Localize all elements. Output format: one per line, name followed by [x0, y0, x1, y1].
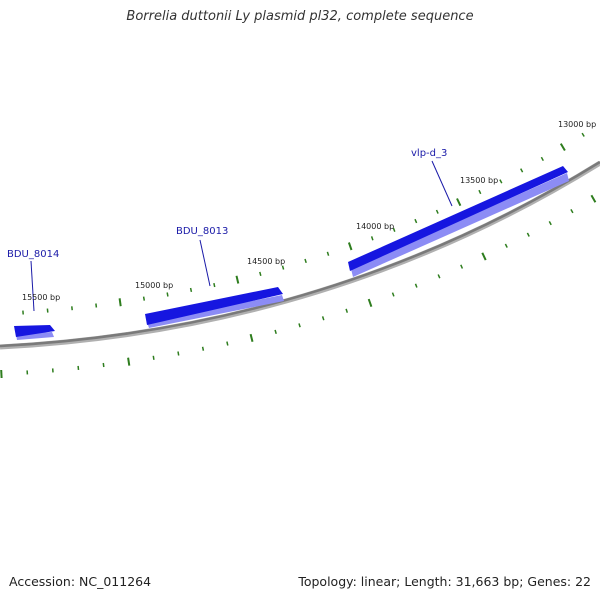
- inner-tick-mark: [102, 362, 105, 368]
- label-line-bdu-8014: [30, 260, 35, 312]
- inner-tick-mark: [548, 221, 552, 226]
- outer-tick-mark: [326, 251, 330, 256]
- outer-tick-mark: [213, 282, 216, 288]
- outer-tick-mark: [581, 132, 585, 137]
- gene-label-bdu-8013: BDU_8013: [176, 226, 228, 237]
- inner-tick-mark: [274, 329, 277, 335]
- inner-tick-mark: [177, 351, 180, 356]
- outer-tick-mark: [281, 265, 285, 270]
- inner-tick-mark: [152, 355, 155, 360]
- outer-tick-mark: [392, 227, 396, 232]
- inner-tick-mark: [321, 316, 325, 321]
- outer-tick-mark: [435, 209, 439, 214]
- inner-tick-mark: [526, 232, 530, 237]
- inner-tick-mark: [504, 243, 508, 248]
- inner-tick-mark: [437, 274, 441, 279]
- outer-tick-mark: [559, 143, 566, 152]
- outer-tick-mark: [414, 218, 418, 224]
- outer-tick-mark: [259, 271, 262, 276]
- outer-tick-mark: [520, 168, 524, 173]
- inner-tick-mark: [590, 194, 597, 203]
- label-line-bdu-8013: [199, 239, 211, 287]
- outer-tick-mark: [95, 303, 98, 308]
- gene-label-bdu-8014: BDU_8014: [7, 249, 59, 260]
- inner-tick-mark: [481, 252, 487, 261]
- outer-tick-mark: [142, 296, 146, 301]
- plasmid-backbone: [0, 160, 600, 348]
- map-title: Borrelia duttonii Ly plasmid pl32, compl…: [126, 9, 474, 24]
- tick-label-15000: 15000 bp: [135, 281, 173, 290]
- outer-tick-mark: [499, 179, 503, 184]
- outer-tick-mark: [456, 198, 462, 207]
- inner-tick-mark: [249, 333, 254, 343]
- inner-tick-mark: [460, 264, 464, 269]
- tick-label-15500: 15500 bp: [22, 293, 60, 302]
- inner-tick-mark: [391, 292, 395, 297]
- inner-tick-mark: [298, 323, 301, 328]
- minor-tick-marks: [0, 132, 597, 379]
- tick-label-14000: 14000 bp: [356, 222, 394, 231]
- inner-tick-mark: [226, 341, 229, 346]
- outer-tick-mark: [347, 242, 353, 251]
- label-line-vlp-d-3: [431, 160, 453, 207]
- outer-tick-mark: [189, 287, 193, 293]
- outer-tick-mark: [235, 275, 240, 284]
- outer-tick-mark: [540, 156, 544, 162]
- inner-tick-mark: [570, 209, 574, 214]
- tick-label-13000: 13000 bp: [558, 120, 596, 129]
- inner-tick-mark: [414, 283, 418, 288]
- outer-tick-mark: [478, 189, 482, 195]
- accession-text: Accession: NC_011264: [9, 574, 152, 589]
- gene-vlp-d-3[interactable]: [348, 166, 569, 277]
- outer-tick-mark: [370, 236, 374, 241]
- inner-tick-mark: [201, 346, 205, 351]
- gene-label-vlp-d-3: vlp-d_3: [411, 148, 447, 159]
- tick-label-14500: 14500 bp: [247, 257, 285, 266]
- outer-tick-mark: [166, 292, 169, 297]
- gene-bdu-8014[interactable]: [14, 325, 55, 340]
- outer-tick-mark: [118, 298, 122, 307]
- inner-tick-mark: [345, 308, 349, 313]
- inner-tick-mark: [367, 298, 373, 308]
- outer-tick-mark: [304, 258, 307, 264]
- tick-label-13500: 13500 bp: [460, 176, 498, 185]
- inner-tick-mark: [127, 357, 131, 366]
- gene-bdu-8013[interactable]: [145, 287, 284, 328]
- summary-text: Topology: linear; Length: 31,663 bp; Gen…: [298, 574, 591, 589]
